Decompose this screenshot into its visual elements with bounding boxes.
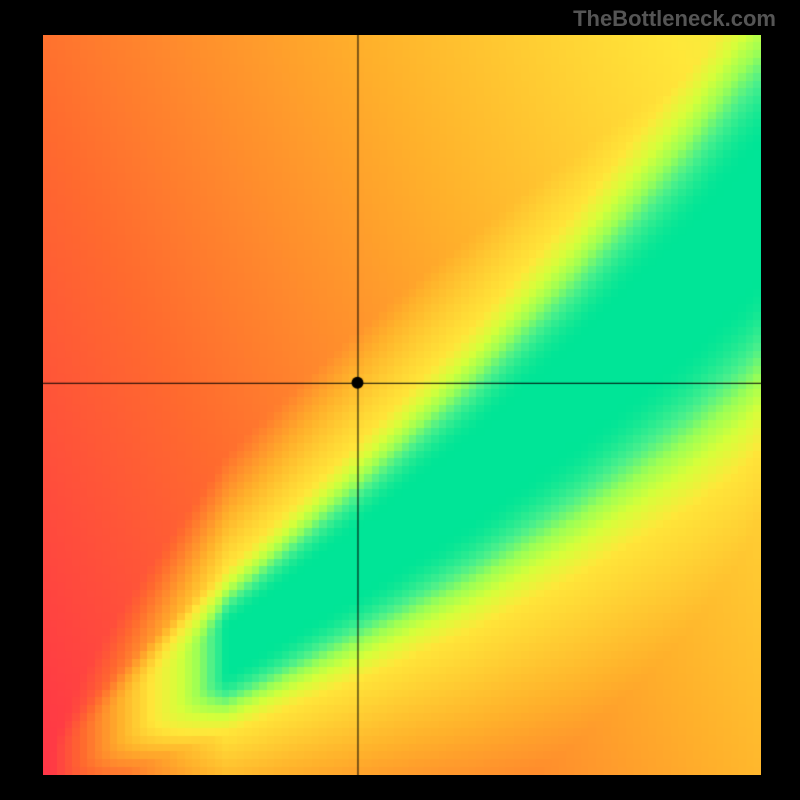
heatmap-canvas — [43, 35, 761, 775]
chart-container: TheBottleneck.com — [0, 0, 800, 800]
watermark-text: TheBottleneck.com — [573, 6, 776, 32]
